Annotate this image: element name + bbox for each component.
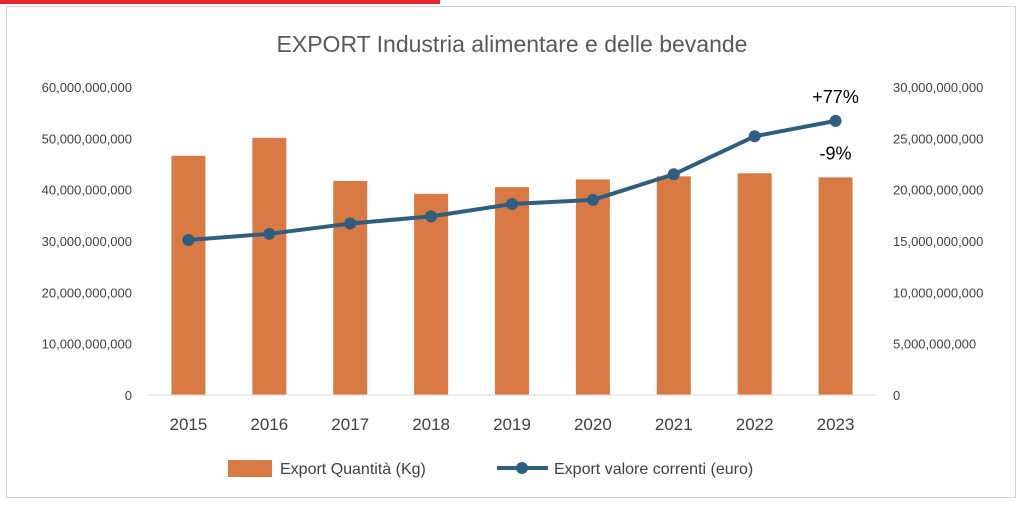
line-point-2017 — [344, 217, 357, 230]
left-tick-label: 50,000,000,000 — [42, 131, 132, 146]
line-point-2016 — [263, 227, 276, 240]
line-point-2020 — [586, 193, 599, 206]
x-tick-label: 2022 — [736, 415, 774, 434]
right-tick-label: 15,000,000,000 — [893, 234, 983, 249]
right-tick-label: 0 — [893, 388, 900, 403]
chart-title: EXPORT Industria alimentare e delle beva… — [277, 31, 748, 57]
left-tick-label: 40,000,000,000 — [42, 183, 132, 198]
x-tick-label: 2021 — [655, 415, 693, 434]
right-tick-label: 30,000,000,000 — [893, 80, 983, 95]
line-point-2021 — [667, 168, 680, 181]
right-tick-label: 25,000,000,000 — [893, 131, 983, 146]
x-tick-label: 2019 — [493, 415, 531, 434]
line-point-2018 — [425, 210, 438, 223]
bar-2020 — [575, 179, 610, 395]
legend-bar-swatch — [228, 460, 272, 477]
bar-2016 — [252, 137, 287, 395]
bar-2018 — [414, 193, 449, 395]
legend: Export Quantità (Kg) Export valore corre… — [228, 460, 753, 478]
legend-line-marker — [516, 462, 528, 474]
line-point-2019 — [506, 198, 518, 211]
legend-line-label: Export valore correnti (euro) — [554, 461, 753, 478]
right-tick-label: 20,000,000,000 — [893, 183, 983, 198]
bar-2015 — [171, 155, 206, 395]
x-tick-label: 2015 — [170, 415, 208, 434]
bar-2017 — [333, 180, 368, 395]
bar-2022 — [737, 173, 772, 395]
left-tick-label: 0 — [125, 388, 132, 403]
right-tick-label: 10,000,000,000 — [893, 285, 983, 300]
annotation-label: -9% — [820, 143, 852, 163]
left-tick-label: 30,000,000,000 — [42, 234, 132, 249]
bar-2019 — [495, 187, 529, 395]
annotation-label: +77% — [812, 87, 859, 107]
line-point-2022 — [748, 130, 761, 143]
left-tick-label: 60,000,000,000 — [42, 80, 132, 95]
x-tick-label: 2017 — [331, 415, 369, 434]
line-point-2015 — [182, 233, 195, 246]
top-clipped-heading-strip — [0, 0, 440, 4]
x-tick-label: 2020 — [574, 415, 612, 434]
x-tick-label: 2016 — [250, 415, 288, 434]
line-point-2023 — [829, 114, 842, 127]
bar-2023 — [818, 177, 853, 395]
bar-2021 — [656, 176, 691, 395]
x-tick-label: 2018 — [412, 415, 450, 434]
x-tick-label: 2023 — [817, 415, 855, 434]
left-tick-label: 10,000,000,000 — [42, 337, 132, 352]
legend-bar-label: Export Quantità (Kg) — [280, 461, 426, 478]
left-tick-label: 20,000,000,000 — [42, 285, 132, 300]
right-tick-label: 5,000,000,000 — [893, 337, 976, 352]
